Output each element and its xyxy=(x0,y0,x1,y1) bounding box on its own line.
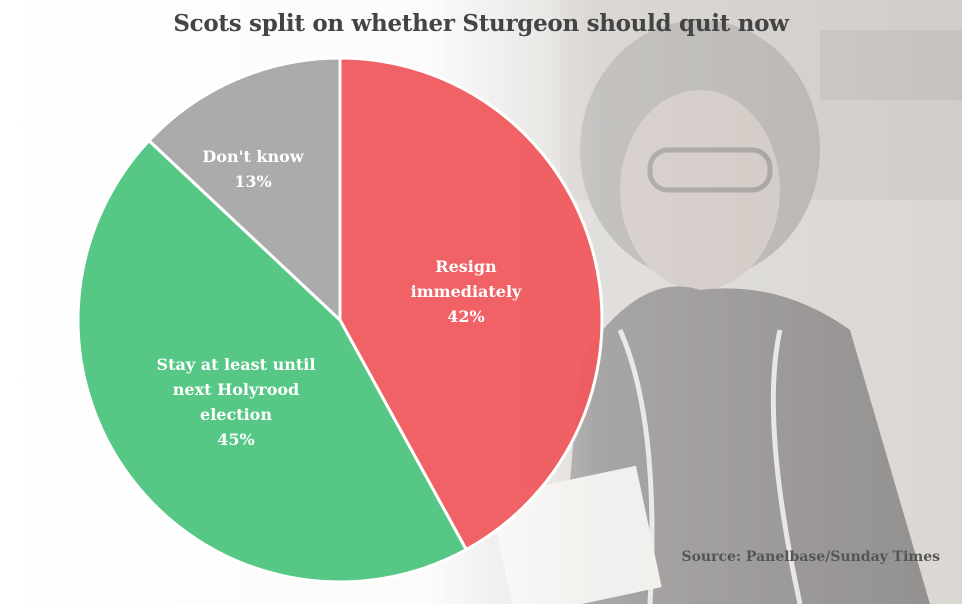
slice-category-label: Stay at least until xyxy=(157,355,316,374)
source-note: Source: Panelbase/Sunday Times xyxy=(681,549,940,565)
chart-title: Scots split on whether Sturgeon should q… xyxy=(173,10,789,37)
pie-labels: Resign immediately 42% Stay at least until n… xyxy=(157,147,523,449)
slice-percent-label: 42% xyxy=(447,307,484,326)
pie-slices xyxy=(76,56,604,584)
slice-category-label: next Holyrood xyxy=(173,380,299,399)
slice-percent-label: 13% xyxy=(234,172,271,191)
slice-category-label: election xyxy=(200,405,272,424)
slice-category-label: immediately xyxy=(411,282,522,301)
slice-dont-know xyxy=(146,56,342,324)
slice-stay-until-election xyxy=(76,138,469,584)
slice-category-label: Resign xyxy=(435,257,497,276)
slice-resign-immediately xyxy=(338,56,604,552)
slice-percent-label: 45% xyxy=(217,430,254,449)
slice-category-label: Don't know xyxy=(202,147,304,166)
